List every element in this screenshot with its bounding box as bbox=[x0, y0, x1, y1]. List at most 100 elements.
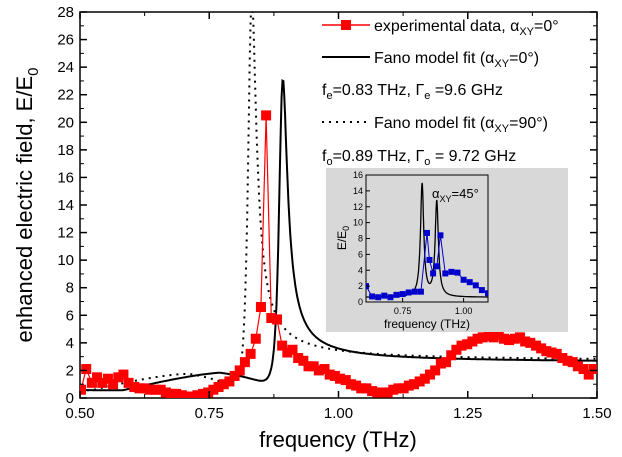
inset-data-point bbox=[375, 294, 382, 301]
data-point-experimental bbox=[255, 302, 266, 313]
data-point-experimental bbox=[129, 381, 140, 392]
data-point-experimental bbox=[435, 358, 446, 369]
inset-y-tick-label: 4 bbox=[358, 265, 363, 275]
data-point-experimental bbox=[446, 350, 457, 361]
data-point-experimental bbox=[451, 344, 462, 355]
inset-data-point bbox=[411, 288, 418, 295]
data-point-experimental bbox=[541, 346, 552, 357]
inset-x-axis-label: frequency (THz) bbox=[384, 317, 470, 331]
y-tick-label: 2 bbox=[66, 362, 74, 379]
legend-entry-fit-90: Fano model fit (αXY=90°) bbox=[374, 115, 548, 135]
y-tick-label: 4 bbox=[66, 335, 74, 352]
y-tick-label: 20 bbox=[57, 114, 74, 131]
data-point-experimental bbox=[372, 387, 383, 398]
data-point-experimental bbox=[345, 379, 356, 390]
y-tick-label: 12 bbox=[57, 225, 74, 242]
inset-data-point bbox=[424, 229, 430, 236]
data-point-experimental bbox=[509, 333, 520, 344]
inset-data-point bbox=[426, 256, 433, 263]
data-point-experimental bbox=[218, 379, 229, 390]
series-fit-0-line bbox=[80, 78, 597, 392]
inset-data-point bbox=[454, 269, 461, 276]
inset-axis-ticks: 0.75 1.00 0 2 4 6 8 10 12 14 16 bbox=[353, 170, 472, 316]
y-tick-label: 26 bbox=[57, 32, 74, 49]
x-tick-label: 1.25 bbox=[453, 405, 482, 422]
data-point-experimental bbox=[303, 361, 314, 372]
data-point-experimental bbox=[239, 357, 250, 368]
y-tick-label: 22 bbox=[57, 87, 74, 104]
data-point-experimental bbox=[567, 357, 578, 368]
data-point-experimental bbox=[282, 347, 293, 358]
y-axis-label-main: enhanced electric field, E/E bbox=[12, 76, 37, 343]
data-point-experimental bbox=[160, 387, 171, 398]
data-point-experimental bbox=[335, 373, 346, 384]
inset-chart: 0.75 1.00 0 2 4 6 8 10 12 14 16 frequency (THz) E/… bbox=[326, 168, 568, 332]
data-point-experimental bbox=[408, 379, 419, 390]
data-point-experimental bbox=[572, 361, 583, 372]
data-point-experimental bbox=[551, 348, 562, 359]
data-point-experimental bbox=[150, 384, 161, 395]
data-point-experimental bbox=[425, 369, 436, 380]
data-point-experimental bbox=[356, 383, 367, 394]
inset-data-point bbox=[433, 263, 440, 270]
inset-x-tick-label: 0.75 bbox=[394, 306, 412, 316]
x-axis-ticks: 0.50 0.75 1.00 1.25 1.50 bbox=[65, 12, 612, 422]
data-point-experimental bbox=[583, 369, 594, 380]
y-tick-label: 28 bbox=[57, 4, 74, 21]
data-point-experimental bbox=[467, 336, 478, 347]
data-point-experimental bbox=[483, 330, 494, 341]
data-point-experimental bbox=[557, 353, 568, 364]
data-point-experimental bbox=[578, 364, 589, 375]
data-point-experimental bbox=[588, 364, 597, 375]
data-point-experimental bbox=[498, 333, 509, 344]
inset-data-point bbox=[485, 290, 488, 297]
data-point-experimental bbox=[504, 335, 515, 346]
data-point-experimental bbox=[351, 380, 362, 391]
inset-data-point bbox=[381, 292, 388, 299]
inset-data-point bbox=[405, 289, 412, 296]
x-tick-label: 1.00 bbox=[324, 405, 353, 422]
y-tick-label: 14 bbox=[57, 197, 74, 214]
x-axis-label: frequency (THz) bbox=[259, 427, 417, 452]
data-point-experimental bbox=[187, 391, 198, 398]
data-point-experimental bbox=[108, 379, 119, 390]
data-point-experimental bbox=[97, 377, 108, 388]
data-point-experimental bbox=[134, 383, 145, 394]
data-point-experimental bbox=[530, 340, 541, 351]
data-point-experimental bbox=[520, 336, 531, 347]
legend-marker-experimental bbox=[341, 20, 351, 30]
inset-data-point bbox=[448, 268, 455, 275]
data-point-experimental bbox=[546, 347, 557, 358]
y-axis-label: enhanced electric field, E/E0 bbox=[12, 68, 42, 343]
inset-data-point bbox=[393, 291, 400, 298]
data-point-experimental bbox=[277, 340, 288, 351]
data-point-experimental bbox=[165, 388, 176, 398]
data-point-experimental bbox=[118, 369, 129, 380]
inset-y-tick-label: 16 bbox=[353, 170, 363, 180]
data-point-experimental bbox=[113, 372, 124, 383]
data-point-experimental bbox=[361, 383, 372, 394]
data-point-experimental bbox=[477, 332, 488, 343]
data-point-experimental bbox=[139, 383, 150, 394]
inset-y-tick-label: 8 bbox=[358, 234, 363, 244]
data-point-experimental bbox=[298, 355, 309, 366]
data-point-experimental bbox=[419, 373, 430, 384]
y-tick-label: 16 bbox=[57, 169, 74, 186]
data-point-experimental bbox=[271, 314, 282, 325]
data-point-experimental bbox=[414, 376, 425, 387]
data-point-experimental bbox=[536, 343, 547, 354]
legend: experimental data, αXY=0° Fano model fit… bbox=[322, 18, 559, 168]
inset-data-point bbox=[466, 279, 473, 286]
data-point-experimental bbox=[293, 353, 304, 364]
data-point-experimental bbox=[102, 373, 113, 384]
data-point-experimental bbox=[367, 386, 378, 397]
inset-y-tick-label: 0 bbox=[358, 297, 363, 307]
data-point-experimental bbox=[123, 377, 134, 388]
legend-entry-fit-0: Fano model fit (αXY=0°) bbox=[374, 50, 539, 70]
data-point-experimental bbox=[456, 340, 467, 351]
data-point-experimental bbox=[329, 370, 340, 381]
annotation-fe: fe=0.83 THz, Γe =9.6 GHz bbox=[322, 82, 503, 102]
data-point-experimental bbox=[229, 370, 240, 381]
